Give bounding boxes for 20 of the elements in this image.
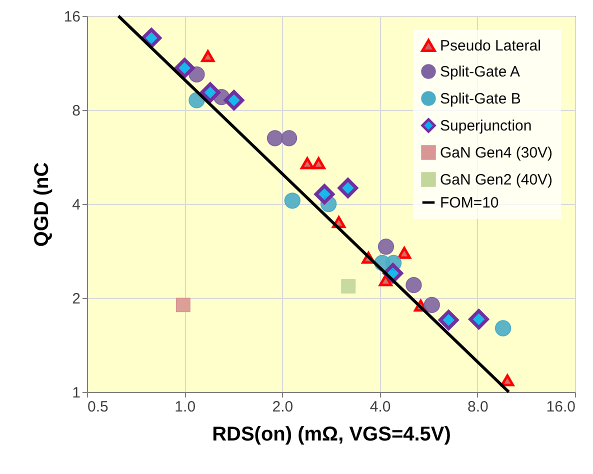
y-tick-label: 4 — [72, 196, 80, 214]
y-axis-title: QGD (nC — [30, 162, 53, 247]
y-tick-label: 1 — [72, 384, 80, 402]
x-tick-label: 16.0 — [546, 398, 576, 416]
legend-label: Pseudo Lateral — [440, 38, 541, 54]
legend-label: Split-Gate A — [440, 64, 520, 80]
x-axis-title: RDS(on) (mΩ, VGS=4.5V) — [212, 424, 451, 446]
x-tick-label: 4.0 — [370, 398, 391, 416]
y-tick-label: 8 — [72, 102, 80, 120]
legend-label: GaN Gen4 (30V) — [440, 144, 553, 162]
legend-label: Split-Gate B — [440, 90, 521, 108]
y-tick-label: 2 — [72, 290, 80, 308]
x-tick-label: 1.0 — [174, 398, 196, 416]
x-tick-label: 0.5 — [88, 398, 108, 416]
x-tick-label: 8.0 — [467, 398, 488, 416]
y-tick-label: 16 — [64, 8, 80, 26]
legend-label: Superjunction — [440, 118, 532, 134]
x-tick-label: 2.0 — [272, 398, 294, 416]
legend-label: GaN Gen2 (40V) — [440, 172, 553, 188]
legend-label: FOM=10 — [440, 194, 499, 212]
